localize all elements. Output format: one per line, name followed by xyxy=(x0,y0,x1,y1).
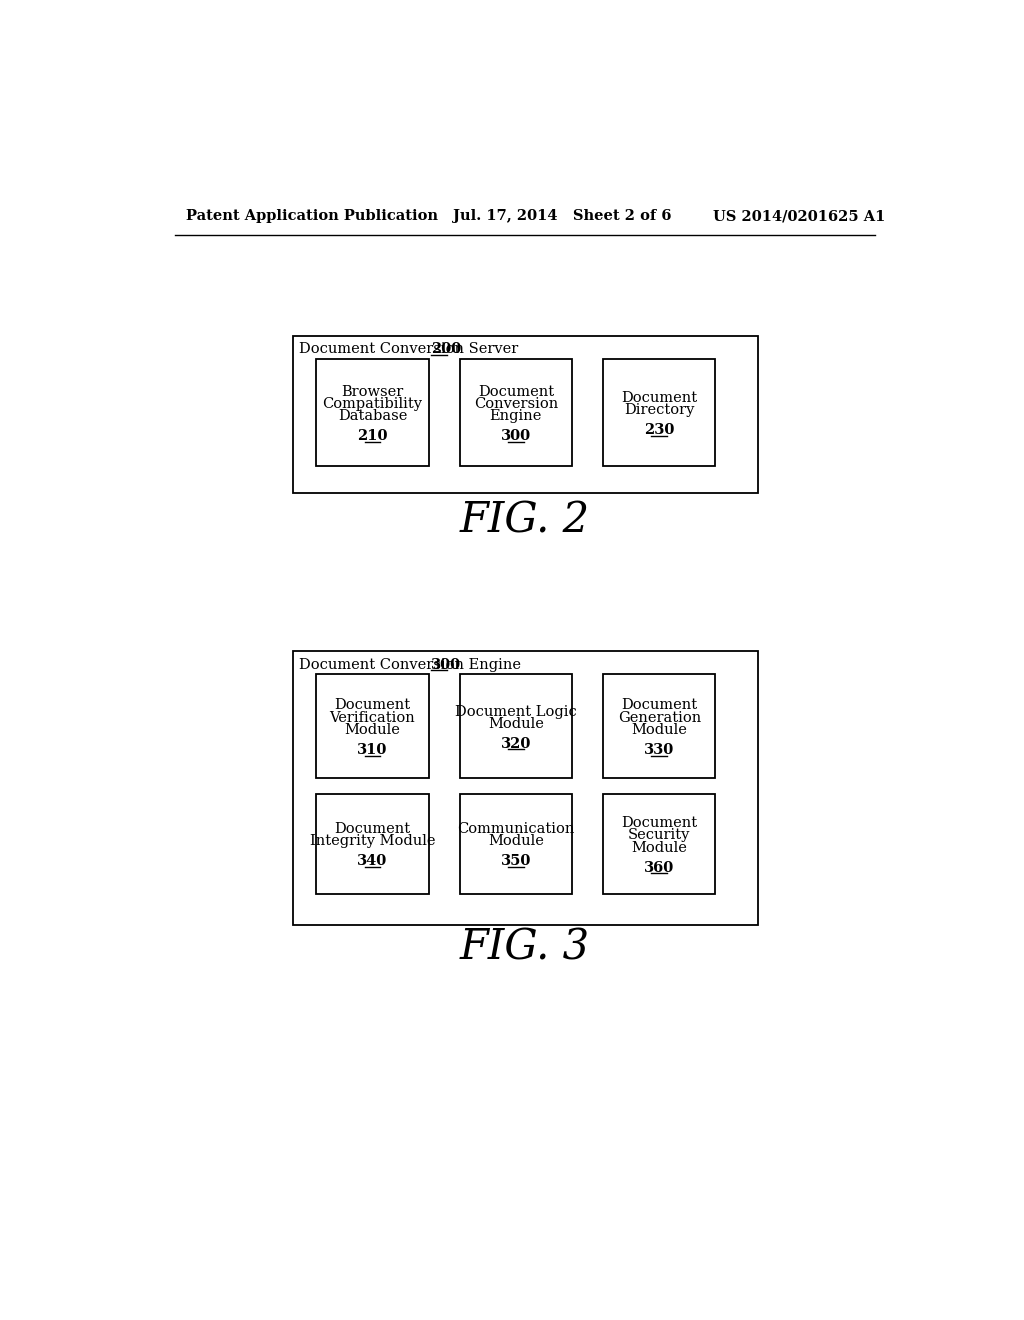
Text: Generation: Generation xyxy=(617,710,700,725)
Text: Verification: Verification xyxy=(330,710,416,725)
Text: 210: 210 xyxy=(357,429,388,444)
Text: Communication: Communication xyxy=(457,822,574,836)
Text: Document Logic: Document Logic xyxy=(455,705,577,718)
Bar xyxy=(460,359,572,466)
Text: Module: Module xyxy=(632,841,687,854)
Text: Document: Document xyxy=(478,384,554,399)
Bar xyxy=(316,359,429,466)
Text: Database: Database xyxy=(338,409,408,424)
Text: 300: 300 xyxy=(501,429,531,444)
Text: FIG. 2: FIG. 2 xyxy=(460,499,590,541)
Text: Directory: Directory xyxy=(624,403,694,417)
Text: 320: 320 xyxy=(501,737,531,751)
Bar xyxy=(293,335,758,494)
Text: Engine: Engine xyxy=(489,409,542,424)
Text: 340: 340 xyxy=(357,854,388,869)
Text: FIG. 3: FIG. 3 xyxy=(460,927,590,969)
Text: Module: Module xyxy=(344,723,400,737)
Text: Document Conversion Server: Document Conversion Server xyxy=(299,342,523,356)
Text: 230: 230 xyxy=(644,424,675,437)
Text: 300: 300 xyxy=(431,659,461,672)
Text: Module: Module xyxy=(632,723,687,737)
Text: Compatibility: Compatibility xyxy=(323,397,423,411)
Text: Conversion: Conversion xyxy=(474,397,558,411)
Text: 200: 200 xyxy=(431,342,462,356)
Bar xyxy=(293,651,758,924)
Text: US 2014/0201625 A1: US 2014/0201625 A1 xyxy=(713,209,886,223)
Text: Security: Security xyxy=(628,828,690,842)
Text: Patent Application Publication: Patent Application Publication xyxy=(186,209,438,223)
Text: 310: 310 xyxy=(357,743,388,758)
Text: Document Conversion Engine: Document Conversion Engine xyxy=(299,659,526,672)
Bar xyxy=(603,675,716,779)
Bar xyxy=(460,793,572,894)
Text: Document: Document xyxy=(622,698,697,713)
Text: Document: Document xyxy=(335,698,411,713)
Text: 360: 360 xyxy=(644,861,675,875)
Bar xyxy=(316,793,429,894)
Text: Integrity Module: Integrity Module xyxy=(310,834,435,849)
Text: Document: Document xyxy=(622,816,697,830)
Text: Document: Document xyxy=(622,391,697,405)
Text: 350: 350 xyxy=(501,854,531,869)
Text: Browser: Browser xyxy=(341,384,403,399)
Text: Module: Module xyxy=(488,717,544,731)
Bar xyxy=(603,793,716,894)
Bar xyxy=(603,359,716,466)
Text: 330: 330 xyxy=(644,743,675,758)
Bar xyxy=(460,675,572,779)
Bar xyxy=(316,675,429,779)
Text: Jul. 17, 2014   Sheet 2 of 6: Jul. 17, 2014 Sheet 2 of 6 xyxy=(454,209,672,223)
Text: Document: Document xyxy=(335,822,411,836)
Text: Module: Module xyxy=(488,834,544,849)
